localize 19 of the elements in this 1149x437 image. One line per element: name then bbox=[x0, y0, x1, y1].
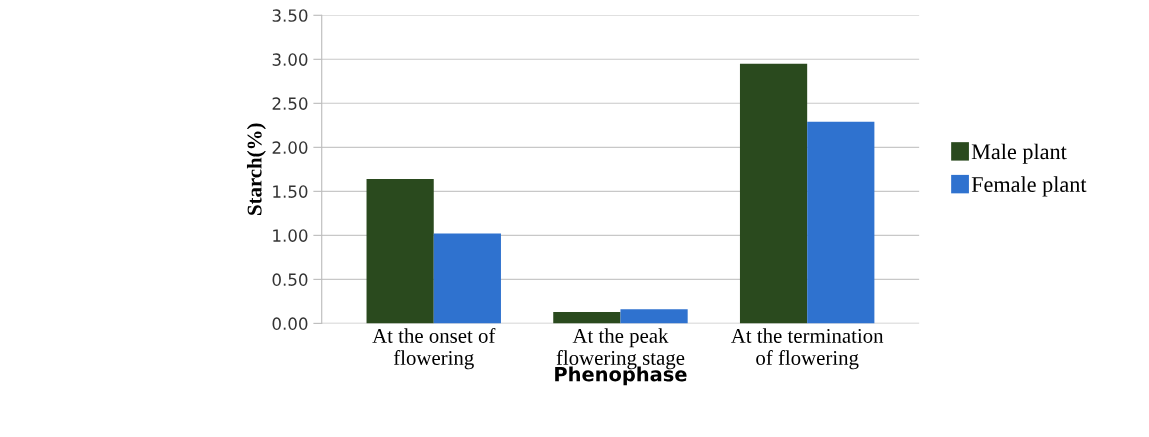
y-tick-label: 0.50 bbox=[272, 273, 308, 286]
legend-label: Male plant bbox=[971, 143, 1067, 164]
x-tick-label: At the onset of flowering bbox=[372, 328, 496, 370]
y-tick-label: 2.50 bbox=[272, 97, 308, 110]
bar bbox=[807, 121, 875, 324]
y-tick-label: 3.50 bbox=[272, 9, 308, 22]
y-tick-label: 1.50 bbox=[273, 185, 308, 198]
y-tick-label: 3.00 bbox=[272, 53, 308, 66]
y-tick-label: 1.00 bbox=[273, 229, 308, 242]
x-tick-label: At the termination of flowering bbox=[731, 328, 884, 370]
bar bbox=[739, 63, 808, 324]
bar bbox=[433, 233, 501, 324]
bar bbox=[553, 311, 621, 324]
bar bbox=[620, 309, 688, 324]
bar bbox=[366, 179, 434, 324]
legend-label: Female plant bbox=[971, 176, 1087, 197]
y-axis-title: Starch(%) bbox=[246, 123, 266, 215]
y-tick-label: 0.00 bbox=[272, 317, 308, 330]
y-tick-label: 2.00 bbox=[272, 141, 308, 154]
